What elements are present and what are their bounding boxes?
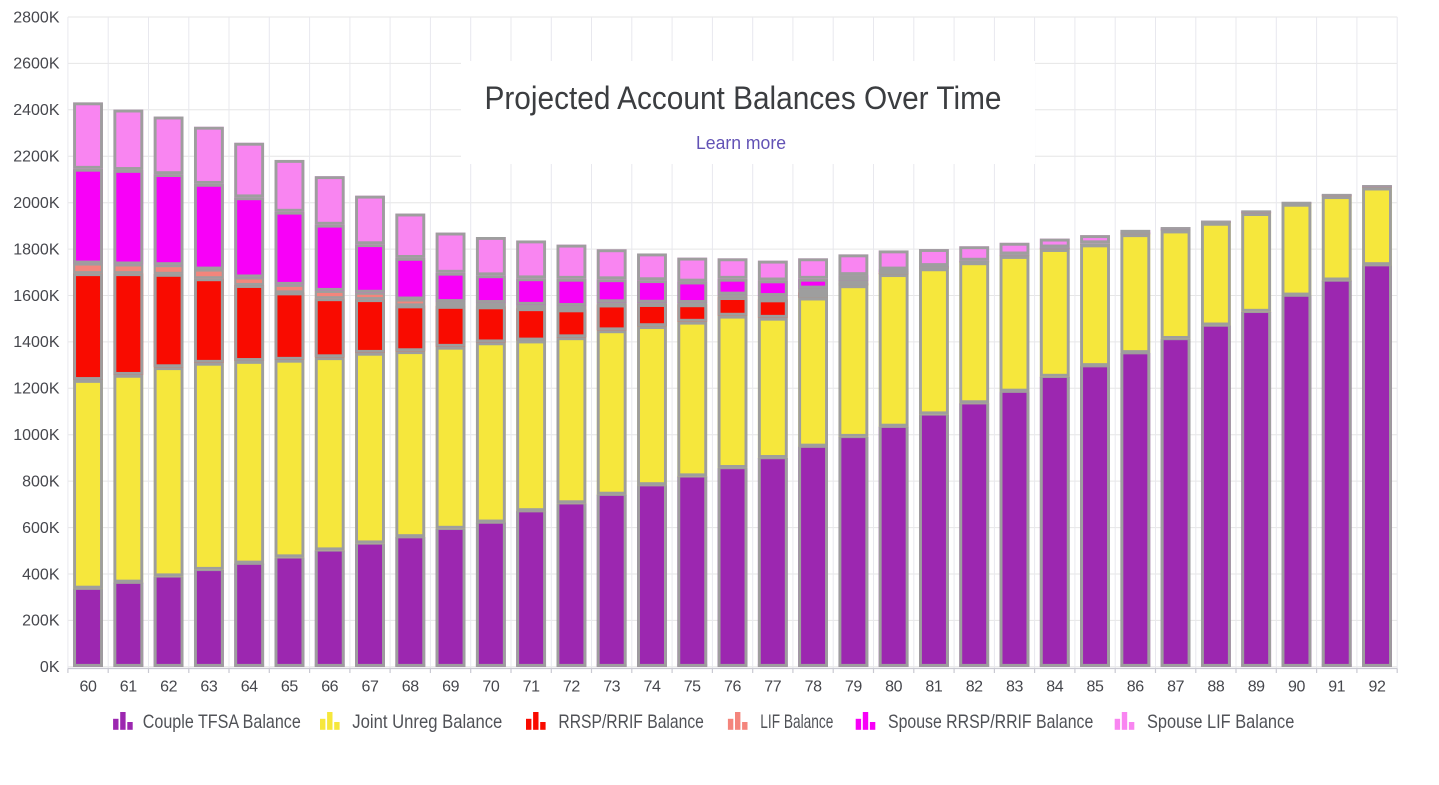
svg-text:79: 79 <box>845 679 862 696</box>
svg-text:75: 75 <box>684 679 701 696</box>
svg-text:89: 89 <box>1248 679 1265 696</box>
svg-text:2800K: 2800K <box>13 9 60 26</box>
svg-text:90: 90 <box>1288 679 1305 696</box>
svg-text:82: 82 <box>966 679 983 696</box>
svg-text:2600K: 2600K <box>13 56 60 73</box>
svg-text:1400K: 1400K <box>13 334 60 351</box>
svg-text:800K: 800K <box>22 473 60 490</box>
svg-text:400K: 400K <box>22 566 60 583</box>
svg-text:1600K: 1600K <box>13 288 60 305</box>
svg-text:65: 65 <box>281 679 298 696</box>
svg-text:91: 91 <box>1328 679 1345 696</box>
svg-text:Couple TFSA Balance: Couple TFSA Balance <box>143 711 301 733</box>
svg-text:60: 60 <box>80 679 97 696</box>
svg-text:LIF Balance: LIF Balance <box>760 711 833 733</box>
svg-text:69: 69 <box>442 679 459 696</box>
svg-text:63: 63 <box>200 679 217 696</box>
svg-text:67: 67 <box>362 679 379 696</box>
svg-text:77: 77 <box>764 679 781 696</box>
svg-text:66: 66 <box>321 679 338 696</box>
svg-text:1200K: 1200K <box>13 381 60 398</box>
svg-text:87: 87 <box>1167 679 1184 696</box>
svg-text:64: 64 <box>241 679 258 696</box>
svg-text:2200K: 2200K <box>13 149 60 166</box>
svg-text:1000K: 1000K <box>13 427 60 444</box>
svg-text:85: 85 <box>1087 679 1104 696</box>
svg-text:72: 72 <box>563 679 580 696</box>
svg-text:2000K: 2000K <box>13 195 60 212</box>
svg-text:78: 78 <box>805 679 822 696</box>
svg-text:600K: 600K <box>22 520 60 537</box>
svg-text:Joint Unreg Balance: Joint Unreg Balance <box>352 711 502 733</box>
svg-text:73: 73 <box>603 679 620 696</box>
svg-text:81: 81 <box>925 679 942 696</box>
svg-text:71: 71 <box>523 679 540 696</box>
svg-text:Learn more: Learn more <box>696 133 786 153</box>
svg-text:RRSP/RRIF Balance: RRSP/RRIF Balance <box>558 711 704 733</box>
svg-text:83: 83 <box>1006 679 1023 696</box>
svg-text:88: 88 <box>1207 679 1224 696</box>
svg-text:80: 80 <box>885 679 902 696</box>
svg-text:68: 68 <box>402 679 419 696</box>
svg-text:86: 86 <box>1127 679 1144 696</box>
svg-text:74: 74 <box>644 679 661 696</box>
svg-text:2400K: 2400K <box>13 102 60 119</box>
svg-text:92: 92 <box>1369 679 1386 696</box>
svg-text:61: 61 <box>120 679 137 696</box>
svg-text:Spouse RRSP/RRIF Balance: Spouse RRSP/RRIF Balance <box>888 711 1093 733</box>
svg-text:Spouse LIF Balance: Spouse LIF Balance <box>1147 711 1294 733</box>
svg-text:84: 84 <box>1046 679 1063 696</box>
svg-text:76: 76 <box>724 679 741 696</box>
svg-text:62: 62 <box>160 679 177 696</box>
svg-text:70: 70 <box>482 679 499 696</box>
svg-text:Projected Account Balances Ove: Projected Account Balances Over Time <box>485 80 1002 116</box>
svg-text:0K: 0K <box>40 659 60 676</box>
svg-text:200K: 200K <box>22 613 60 630</box>
svg-text:1800K: 1800K <box>13 241 60 258</box>
